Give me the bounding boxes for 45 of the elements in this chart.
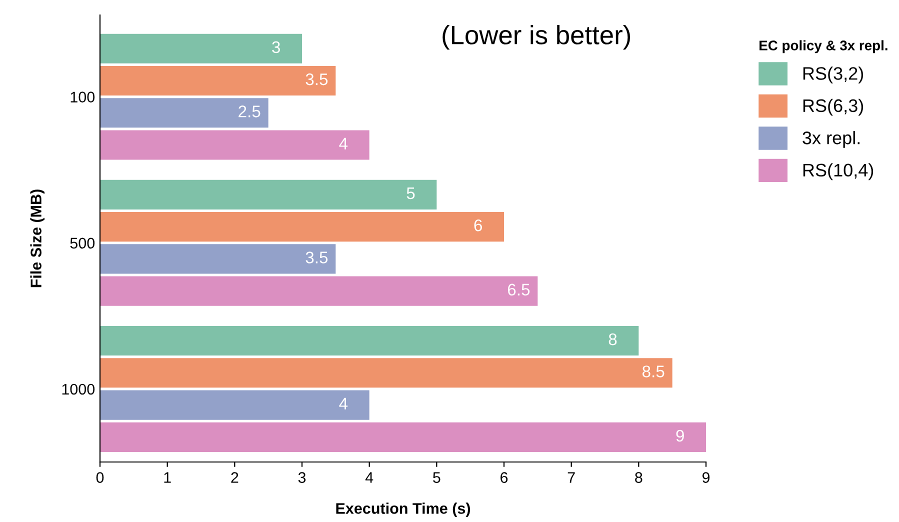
y-tick-label: 1000	[62, 384, 95, 395]
legend-label: RS(3,2)	[803, 66, 864, 84]
annotation: (Lower is better)	[442, 25, 630, 50]
data-label: 4	[339, 138, 348, 150]
bar	[100, 326, 639, 356]
bar	[100, 276, 538, 306]
data-label: 9	[676, 430, 684, 442]
bar	[100, 358, 672, 388]
bar	[100, 422, 706, 452]
data-label: 5	[406, 188, 415, 200]
bar	[100, 98, 268, 128]
legend-label: RS(6,3)	[803, 98, 864, 116]
y-axis-title: File Size (MB)	[30, 190, 44, 288]
x-tick-label: 7	[568, 472, 575, 483]
bar	[100, 390, 370, 420]
data-label: 6.5	[508, 284, 530, 296]
x-tick-label: 0	[96, 472, 104, 483]
legend-title: EC policy & 3x repl.	[760, 40, 888, 54]
x-tick-label: 3	[298, 472, 306, 483]
bar	[100, 212, 504, 242]
data-label: 8	[608, 333, 617, 346]
x-tick-label: 6	[500, 472, 508, 483]
x-tick-label: 1	[164, 472, 171, 483]
x-tick-label: 4	[365, 472, 374, 483]
bar	[100, 130, 370, 160]
x-tick-label: 2	[231, 472, 238, 483]
x-axis-title: Execution Time (s)	[336, 502, 470, 517]
x-tick-label: 9	[702, 472, 710, 483]
x-tick-label: 5	[433, 472, 440, 483]
data-label: 2.5	[238, 106, 260, 118]
bar	[100, 180, 437, 210]
data-label: 8.5	[642, 366, 664, 378]
legend-label: RS(10,4)	[803, 163, 874, 180]
y-tick-label: 500	[70, 238, 95, 249]
y-tick-label: 100	[70, 92, 95, 102]
data-label: 3	[272, 41, 280, 54]
data-label: 3.5	[306, 73, 328, 86]
bar	[100, 66, 336, 96]
data-label: 3.5	[306, 252, 328, 264]
bar	[100, 34, 302, 64]
data-label: 6	[474, 219, 482, 232]
bar	[100, 244, 336, 274]
data-label: 4	[339, 398, 348, 410]
legend-label: 3x repl.	[802, 131, 860, 148]
x-tick-label: 8	[635, 472, 642, 483]
